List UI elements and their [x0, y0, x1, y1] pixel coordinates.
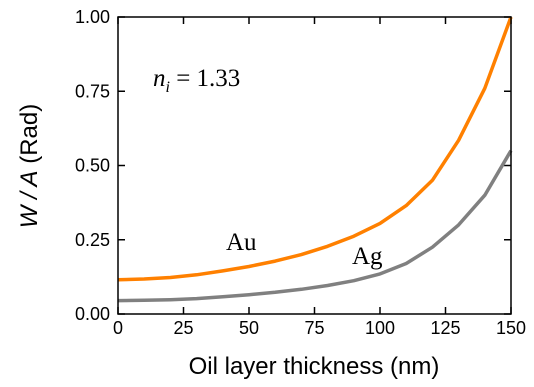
x-tick-label: 100: [365, 318, 395, 338]
x-tick-label: 75: [304, 318, 324, 338]
annotation-subscript: i: [166, 79, 170, 96]
y-axis-title: W / A (Rad): [16, 104, 43, 228]
series-label-au: Au: [226, 229, 257, 256]
annotation-symbol: n: [153, 65, 166, 92]
y-tick-label: 0.00: [75, 304, 110, 324]
refractive-index-annotation: ni = 1.33: [153, 65, 240, 96]
y-axis-title-main: W / A: [16, 170, 43, 228]
y-tick-label: 1.00: [75, 7, 110, 27]
x-tick-label: 50: [239, 318, 259, 338]
y-tick-label: 0.75: [75, 81, 110, 101]
x-tick-label: 25: [173, 318, 193, 338]
y-axis-title-unit: [16, 164, 43, 171]
series-group: [117, 16, 513, 303]
x-tick-label: 0: [113, 318, 123, 338]
ticks-group: 0 25 50 75 100 125 150 0.00 0.25 0.50 0.75 1.00: [75, 7, 526, 338]
x-tick-label: 125: [430, 318, 460, 338]
y-axis-title-unit-text: (Rad): [16, 104, 43, 164]
annotation-value: = 1.33: [170, 65, 240, 92]
y-tick-label: 0.25: [75, 230, 110, 250]
series-line-ag: [117, 149, 513, 303]
y-tick-label: 0.50: [75, 156, 110, 176]
plot-frame: [117, 16, 512, 315]
series-label-ag: Ag: [352, 243, 383, 270]
series-line-au: [117, 16, 513, 282]
x-tick-label: 150: [496, 318, 526, 338]
x-axis-title: Oil layer thickness (nm): [189, 353, 440, 380]
